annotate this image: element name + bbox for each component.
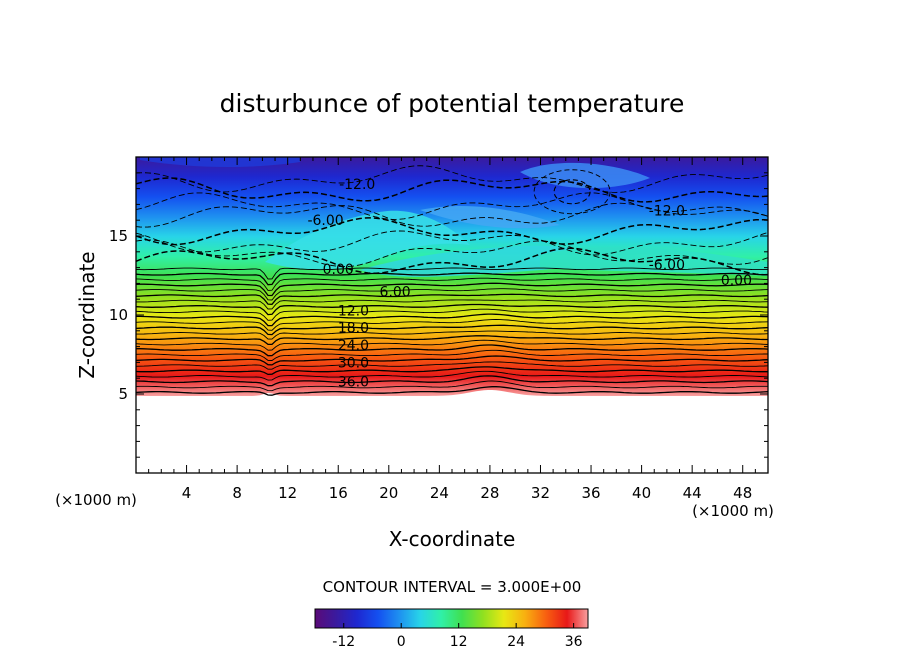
- closed-contour: [553, 179, 591, 205]
- contour-line: [136, 375, 768, 387]
- x-tick-label: 8: [232, 484, 242, 502]
- contour-line: [136, 299, 768, 310]
- cyan-plume: [265, 210, 470, 270]
- upper-blue-core: [140, 157, 300, 167]
- x-tick-label: 28: [480, 484, 499, 502]
- contour-line: [136, 282, 768, 297]
- contour-line: [136, 335, 768, 346]
- contour-line: [136, 303, 768, 316]
- contour-label: -12.0: [649, 204, 685, 220]
- contour-label: 36.0: [338, 374, 369, 390]
- contour-label: -12.0: [339, 177, 375, 193]
- plume-structures: [140, 157, 768, 277]
- contour-line: [136, 386, 768, 396]
- contour-line: [136, 272, 768, 286]
- x-tick-label: 4: [182, 484, 192, 502]
- contour-label: 6.00: [380, 284, 411, 300]
- contour-label: 12.0: [338, 303, 369, 319]
- colorbar-tick-label: 12: [450, 634, 468, 650]
- contour-line: [136, 319, 768, 331]
- y-tick-label: 15: [109, 227, 128, 245]
- colorbar-tick-label: -12: [332, 634, 355, 650]
- contour-line: [136, 366, 768, 376]
- contour-line: [136, 324, 768, 336]
- contour-line: [136, 293, 768, 305]
- y-unit-note: (×1000 m): [55, 491, 137, 509]
- x-axis-label: X-coordinate: [389, 527, 516, 551]
- x-tick-label: 24: [430, 484, 449, 502]
- contour-line: [136, 344, 768, 357]
- contour-line: [136, 361, 768, 370]
- contour-label: 0.00: [323, 262, 354, 278]
- contour-labels: -12.0 -12.0 -6.00 -6.00 0.00 0.00 6.00 12.0 18.0…: [307, 177, 752, 390]
- y-axis: 5 10 15: [109, 172, 768, 458]
- y-tick-label: 5: [118, 385, 128, 403]
- dashed-contour-line: [136, 177, 768, 203]
- x-tick-label: 48: [733, 484, 752, 502]
- colorbar-ticks: -12 0 12 24 36: [332, 623, 583, 650]
- dashed-contour-line: [136, 165, 768, 193]
- y-tick-label: 10: [109, 306, 128, 324]
- right-cyan-band: [540, 246, 768, 276]
- contour-lines: [136, 165, 768, 396]
- x-tick-label: 44: [683, 484, 702, 502]
- closed-contour: [533, 169, 611, 215]
- colorbar-tick-label: 36: [565, 634, 583, 650]
- contour-line: [136, 277, 768, 291]
- x-tick-label: 20: [379, 484, 398, 502]
- contour-line: [136, 267, 768, 280]
- contour-label: 18.0: [338, 321, 369, 337]
- chart-title: disturbunce of potential temperature: [220, 89, 685, 118]
- contour-line: [136, 349, 768, 361]
- contour-line: [136, 339, 768, 351]
- x-tick-label: 36: [581, 484, 600, 502]
- dashed-contour-line: [136, 217, 768, 246]
- contour-label: -6.00: [649, 257, 685, 273]
- x-tick-label: 32: [531, 484, 550, 502]
- dashed-contour-line: [136, 202, 768, 228]
- colorbar-tick-label: 0: [397, 634, 406, 650]
- x-axis: 4 8 12 16 20 24 28 32 36 40 44 48: [148, 157, 756, 502]
- x-tick-label: 16: [329, 484, 348, 502]
- x-tick-label: 12: [278, 484, 297, 502]
- contour-line: [136, 288, 768, 301]
- contour-interval: CONTOUR INTERVAL = 3.000E+00: [323, 578, 582, 596]
- contour-line: [136, 330, 768, 340]
- bottom-blank: [136, 390, 768, 473]
- contour-label: -6.00: [307, 213, 343, 229]
- dashed-contour-line: [136, 192, 768, 220]
- contour-line: [136, 308, 768, 321]
- contour-line: [136, 380, 768, 392]
- plot-area: [136, 157, 768, 473]
- colorbar: [314, 608, 589, 629]
- dashed-contour-line: [136, 230, 768, 256]
- contour-line: [136, 313, 768, 327]
- y-axis-label: Z-coordinate: [75, 251, 99, 378]
- x-unit-note: (×1000 m): [692, 502, 774, 520]
- contour-label: 24.0: [338, 338, 369, 354]
- contour-label: 30.0: [338, 355, 369, 371]
- colorbar-tick-label: 24: [507, 634, 525, 650]
- x-tick-label: 40: [632, 484, 651, 502]
- contour-label: 0.00: [721, 273, 752, 289]
- contour-line: [136, 370, 768, 381]
- contour-line: [136, 355, 768, 366]
